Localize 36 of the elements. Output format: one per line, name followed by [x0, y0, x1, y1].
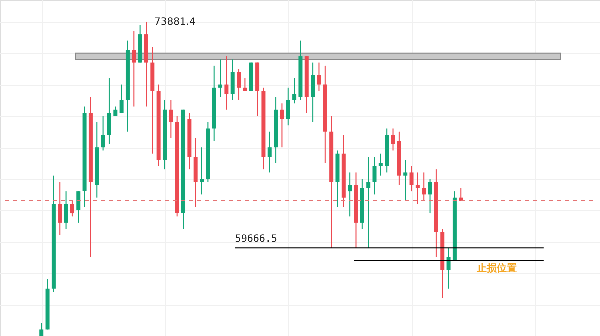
candlestick: [286, 87, 290, 126]
candlestick: [366, 156, 371, 249]
candlestick: [422, 172, 426, 202]
candlestick: [40, 322, 44, 336]
candlestick: [120, 84, 124, 114]
annotation: 59666.5: [235, 234, 278, 246]
candlestick: [224, 56, 229, 110]
candlestick: [416, 172, 420, 205]
candlestick: [230, 59, 235, 101]
candlestick: [428, 178, 432, 214]
candlestick: [446, 248, 451, 290]
candlestick: [243, 78, 248, 92]
candlestick: [200, 147, 204, 196]
candlestick: [237, 68, 242, 101]
candlestick: [292, 78, 297, 104]
candlestick: [268, 131, 272, 174]
candlestick: [218, 59, 223, 98]
candlestick: [70, 200, 74, 218]
candlestick: [317, 62, 322, 92]
candlestick: [280, 103, 284, 148]
candlestick: [348, 172, 352, 218]
candlestick: [404, 160, 408, 202]
candlestick: [58, 182, 62, 236]
candlestick: [311, 62, 316, 123]
annotation: 73881.4: [154, 16, 196, 28]
candlestick: [372, 156, 377, 196]
candlestick: [107, 78, 112, 145]
candlestick: [378, 153, 383, 176]
candlestick: [169, 100, 174, 139]
candlestick: [391, 128, 396, 152]
candlestick: [64, 191, 68, 230]
candlestick: [410, 166, 414, 192]
candlestick: [101, 116, 106, 152]
candlestick: [132, 30, 136, 108]
candlestick: [76, 191, 81, 224]
ref-line-label: 止损位置: [476, 262, 518, 275]
